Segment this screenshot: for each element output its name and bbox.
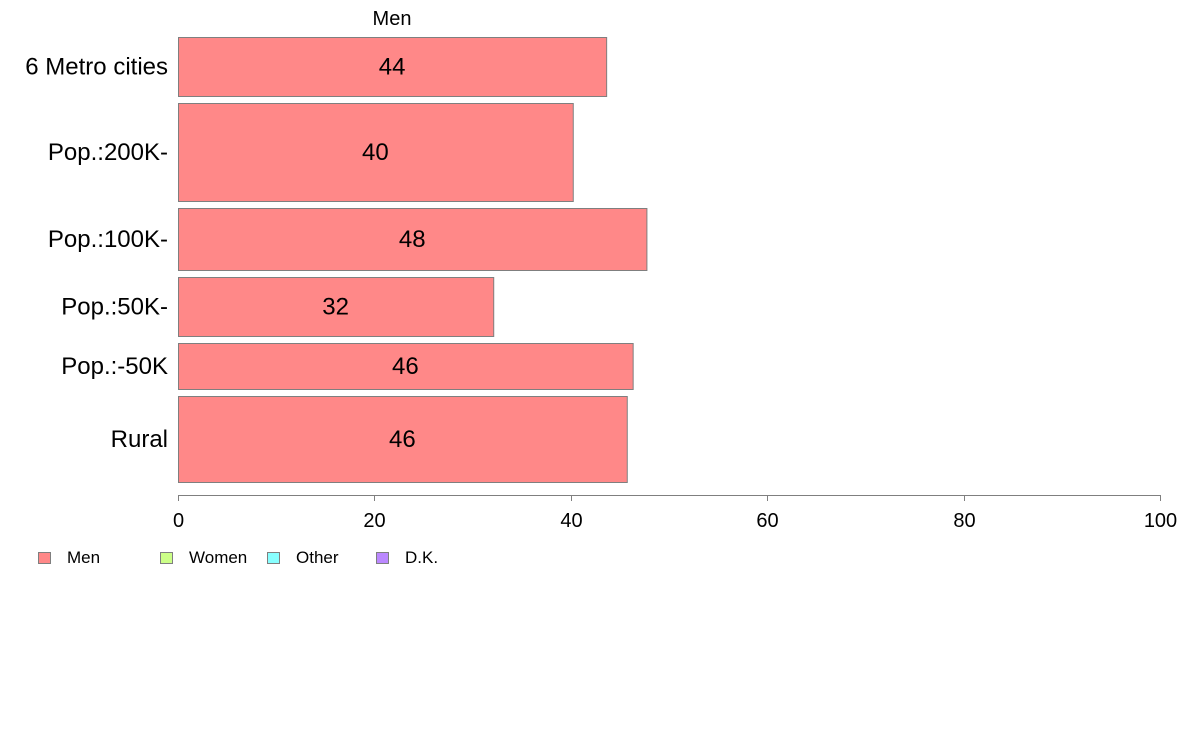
legend: Men Women Other D.K.: [38, 548, 454, 568]
data-label-pop-50k: 46: [392, 353, 419, 380]
legend-item-dk: D.K.: [376, 548, 438, 568]
legend-label-women: Women: [189, 548, 248, 567]
legend-item-women: Women: [160, 548, 251, 568]
category-label-6-metro-cities: 6 Metro cities: [25, 54, 168, 81]
category-label-rural: Rural: [111, 426, 168, 453]
data-label-pop-200k: 40: [362, 139, 389, 166]
legend-label-men: Men: [67, 548, 101, 567]
bar-rural: [178, 396, 628, 483]
legend-swatch-women: [160, 552, 173, 564]
bars-group: [178, 37, 648, 483]
legend-item-men: Men: [38, 548, 144, 568]
category-label-pop-50k: Pop.:50K-: [61, 294, 168, 321]
data-label-rural: 46: [389, 426, 416, 453]
legend-label-dk: D.K.: [405, 548, 439, 567]
bar-pop-50k: [178, 343, 634, 390]
x-tick-label-0: 0: [173, 510, 184, 532]
x-tick-label-100: 100: [1144, 510, 1177, 532]
data-label-pop-50k: 32: [322, 294, 349, 321]
category-label-pop-100k: Pop.:100K-: [48, 226, 168, 253]
legend-swatch-other: [267, 552, 280, 564]
x-tick-label-20: 20: [363, 510, 385, 532]
bar-6-metro-cities: [178, 37, 608, 97]
bar-pop-100k: [178, 208, 648, 271]
data-label-pop-100k: 48: [399, 226, 426, 253]
bar-pop-200k: [178, 103, 574, 202]
legend-swatch-men: [38, 552, 51, 564]
data-labels: 44 40 48 32 46 46: [322, 54, 425, 454]
category-labels: 6 Metro cities Pop.:200K- Pop.:100K- Pop.:5…: [25, 54, 168, 454]
legend-label-other: Other: [296, 548, 339, 567]
bar-pop-50k: [178, 277, 495, 337]
legend-swatch-dk: [376, 552, 389, 564]
x-tick-label-40: 40: [560, 510, 582, 532]
legend-item-other: Other: [267, 548, 360, 568]
x-tick-label-60: 60: [756, 510, 778, 532]
category-label-pop-50k: Pop.:-50K: [61, 353, 168, 380]
x-tick-label-80: 80: [953, 510, 975, 532]
category-label-pop-200k: Pop.:200K-: [48, 139, 168, 166]
x-axis: 0 20 40 60 80 100: [173, 495, 1177, 532]
data-label-6-metro-cities: 44: [379, 54, 406, 81]
series-header: Men: [373, 8, 412, 30]
